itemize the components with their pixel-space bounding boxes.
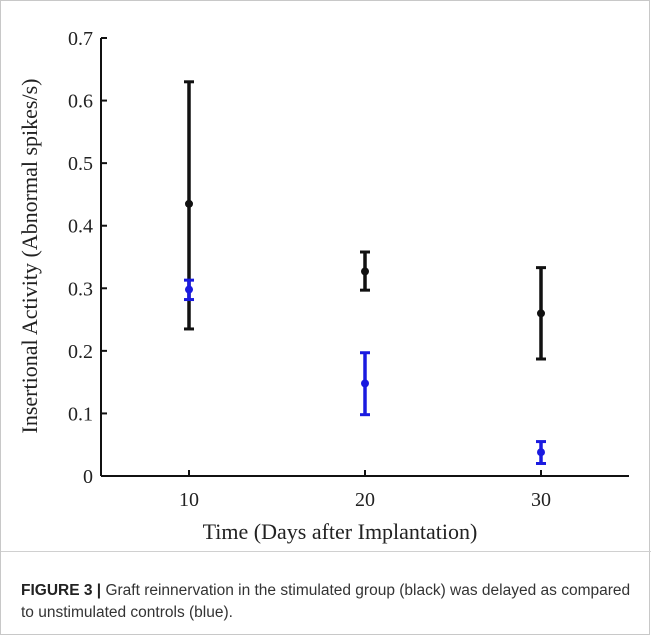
control-data-point (361, 379, 369, 388)
x-tick-label: 30 (531, 489, 551, 511)
y-tick-label: 0 (83, 466, 93, 488)
y-tick-label: 0.6 (68, 91, 93, 113)
control-data-point (185, 285, 193, 294)
x-tick-label: 20 (355, 489, 375, 511)
y-tick-label: 0.2 (68, 341, 93, 363)
stimulated-data-point (185, 199, 193, 208)
chart-axes: 0 0.1 0.2 0.3 0.4 0.5 0.6 0.7 10 20 30 (68, 28, 629, 511)
stimulated-data-point (537, 309, 545, 318)
x-tick-label: 10 (179, 489, 199, 511)
y-tick-label: 0.4 (68, 216, 93, 238)
caption-divider (1, 551, 651, 552)
figure-caption-label: FIGURE 3 | (21, 582, 102, 599)
figure-caption: FIGURE 3 | Graft reinnervation in the st… (21, 580, 636, 624)
y-tick-label: 0.7 (68, 28, 93, 50)
y-tick-label: 0.5 (68, 153, 93, 175)
y-tick-label: 0.3 (68, 278, 93, 300)
y-axis-label: Insertional Activity (Abnormal spikes/s) (17, 79, 42, 434)
error-bar-chart: 0 0.1 0.2 0.3 0.4 0.5 0.6 0.7 10 20 30 Time (Days … (17, 28, 629, 544)
y-tick-label: 0.1 (68, 403, 93, 425)
stimulated-data-point (361, 267, 369, 276)
x-axis-label: Time (Days after Implantation) (203, 519, 478, 544)
figure-caption-text: Graft reinnervation in the stimulated gr… (21, 582, 631, 621)
control-data-point (537, 448, 545, 457)
chart-marks (184, 80, 546, 465)
